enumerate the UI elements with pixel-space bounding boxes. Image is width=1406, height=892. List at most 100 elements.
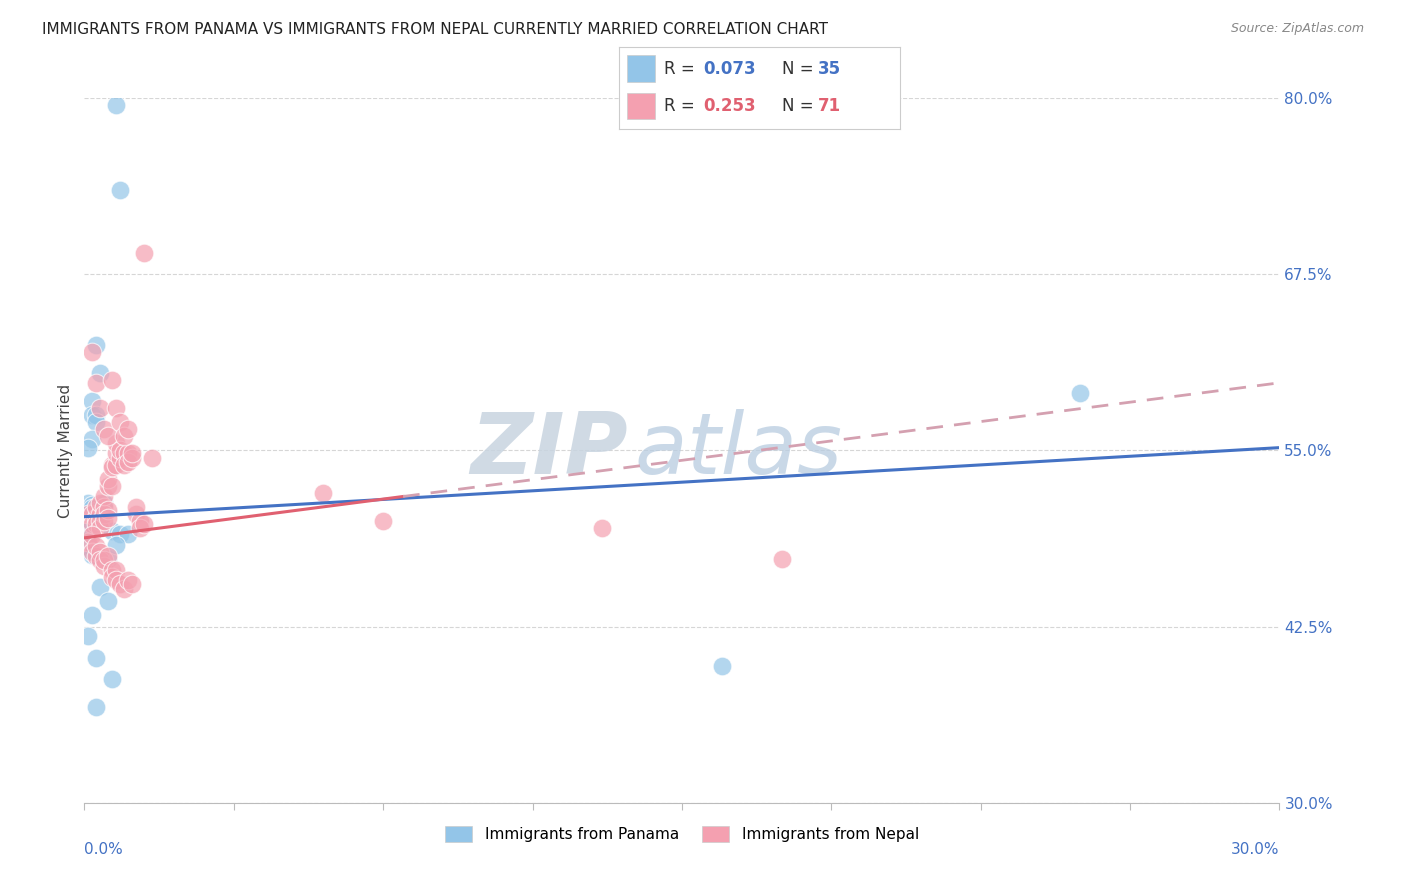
Point — [82, 545, 104, 559]
Point — [82, 516, 104, 531]
Text: N =: N = — [782, 97, 818, 115]
Point — [132, 516, 156, 531]
Point — [141, 450, 163, 465]
Point — [117, 446, 139, 460]
Text: atlas: atlas — [634, 409, 842, 492]
Point — [101, 460, 124, 475]
Text: 71: 71 — [818, 97, 841, 115]
Point — [82, 499, 104, 513]
Point — [89, 366, 111, 380]
Point — [93, 489, 115, 503]
Text: 30.0%: 30.0% — [1232, 841, 1279, 856]
Point — [82, 516, 104, 531]
Text: 0.0%: 0.0% — [84, 841, 124, 856]
Point — [117, 573, 139, 587]
Text: 0.073: 0.073 — [703, 60, 755, 78]
Point — [86, 504, 108, 518]
Text: N =: N = — [782, 60, 818, 78]
Text: 0.253: 0.253 — [703, 97, 755, 115]
Point — [101, 458, 124, 472]
Point — [86, 700, 108, 714]
Point — [89, 553, 111, 567]
Point — [82, 344, 104, 359]
Point — [112, 458, 135, 472]
Point — [82, 543, 104, 558]
Point — [82, 394, 104, 409]
Point — [105, 563, 128, 577]
Legend: Immigrants from Panama, Immigrants from Nepal: Immigrants from Panama, Immigrants from … — [439, 820, 925, 848]
Point — [82, 548, 104, 562]
Point — [710, 659, 733, 673]
Point — [117, 455, 139, 469]
Point — [97, 472, 120, 486]
Point — [132, 246, 156, 260]
Text: Source: ZipAtlas.com: Source: ZipAtlas.com — [1230, 22, 1364, 36]
Point — [93, 500, 115, 514]
Point — [97, 511, 120, 525]
Point — [105, 458, 128, 472]
Point — [105, 538, 128, 552]
Point — [110, 450, 132, 465]
Point — [86, 511, 108, 525]
Point — [86, 650, 108, 665]
Point — [97, 502, 120, 516]
Point — [77, 507, 100, 521]
Bar — [627, 94, 655, 120]
Point — [97, 549, 120, 564]
Point — [82, 608, 104, 623]
Point — [82, 501, 104, 516]
Point — [121, 577, 143, 591]
Point — [121, 450, 143, 465]
Point — [312, 485, 335, 500]
Bar — [627, 55, 655, 82]
Point — [93, 495, 115, 509]
Point — [89, 509, 111, 524]
Point — [117, 422, 139, 436]
Point — [125, 507, 148, 521]
Point — [110, 526, 132, 541]
Point — [77, 538, 100, 552]
Point — [105, 573, 128, 587]
Text: IMMIGRANTS FROM PANAMA VS IMMIGRANTS FROM NEPAL CURRENTLY MARRIED CORRELATION CH: IMMIGRANTS FROM PANAMA VS IMMIGRANTS FRO… — [42, 22, 828, 37]
Point — [117, 526, 139, 541]
Point — [105, 401, 128, 416]
Point — [110, 577, 132, 591]
Point — [82, 432, 104, 446]
Point — [110, 443, 132, 458]
Point — [89, 507, 111, 521]
Point — [77, 524, 100, 538]
Text: R =: R = — [664, 60, 700, 78]
Point — [77, 441, 100, 455]
Point — [86, 516, 108, 531]
Point — [373, 514, 395, 528]
Point — [86, 549, 108, 564]
Point — [105, 98, 128, 112]
Point — [82, 507, 104, 521]
Point — [101, 373, 124, 387]
Text: R =: R = — [664, 97, 700, 115]
Point — [89, 401, 111, 416]
Point — [97, 478, 120, 492]
Point — [82, 409, 104, 423]
Point — [86, 500, 108, 514]
Point — [77, 630, 100, 644]
Point — [82, 528, 104, 542]
Point — [101, 478, 124, 492]
Point — [93, 514, 115, 528]
Point — [129, 514, 152, 528]
Point — [89, 521, 111, 535]
Point — [86, 337, 108, 351]
Point — [77, 535, 100, 549]
Point — [86, 539, 108, 553]
Point — [86, 415, 108, 429]
Point — [97, 594, 120, 608]
Point — [110, 183, 132, 197]
Point — [77, 495, 100, 509]
Point — [93, 422, 115, 436]
Point — [86, 409, 108, 423]
Point — [105, 436, 128, 450]
Point — [121, 446, 143, 460]
Point — [112, 582, 135, 596]
Point — [101, 563, 124, 577]
Text: ZIP: ZIP — [471, 409, 628, 492]
